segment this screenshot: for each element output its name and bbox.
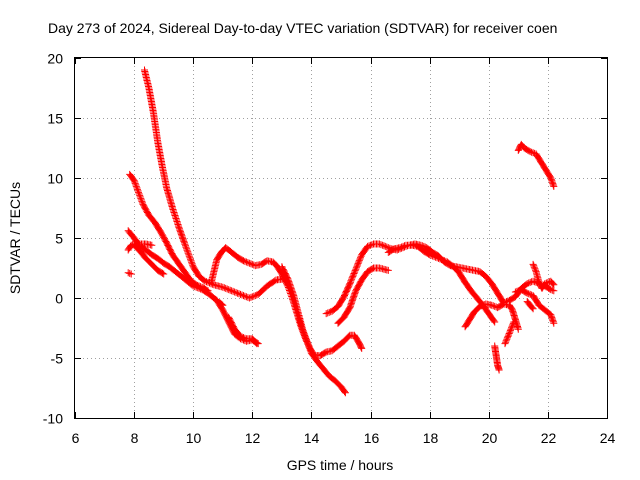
series-arc-j <box>216 299 227 309</box>
y-tick-label: 0 <box>55 291 63 307</box>
y-tick-label: 5 <box>55 231 63 247</box>
series-markers <box>501 318 518 348</box>
series-arc-p <box>501 318 518 348</box>
x-tick-label: 10 <box>186 430 202 446</box>
data-points <box>124 66 558 397</box>
series-arc-m <box>384 241 499 326</box>
series-markers <box>461 300 522 333</box>
series-arc-t <box>523 298 537 313</box>
series-arc-k <box>322 240 558 318</box>
series-arc-q <box>511 286 558 327</box>
series-arc-c <box>124 227 262 348</box>
x-tick-label: 8 <box>131 430 139 446</box>
series-markers <box>225 313 261 348</box>
y-tick-label: 15 <box>47 111 63 127</box>
y-tick-label: 10 <box>47 171 63 187</box>
series-arc-o <box>491 342 503 374</box>
series-markers <box>334 264 392 327</box>
x-tick-label: 16 <box>364 430 380 446</box>
series-markers <box>384 241 499 326</box>
series-arc-r <box>529 260 558 292</box>
series-markers <box>322 240 558 318</box>
y-tick-labels: -10 -5 0 5 10 15 20 <box>43 51 63 427</box>
series-markers <box>130 241 168 278</box>
series-markers <box>278 263 349 397</box>
series-markers <box>529 260 558 292</box>
series-markers <box>514 140 558 190</box>
x-axis-label: GPS time / hours <box>287 457 394 473</box>
y-axis-label: SDTVAR / TECUs <box>7 182 23 294</box>
series-arc-l <box>334 264 392 327</box>
x-tick-label: 24 <box>600 430 616 446</box>
x-tick-label: 22 <box>541 430 557 446</box>
series-markers <box>141 66 289 302</box>
series-arc-i <box>225 313 261 348</box>
x-tick-label: 18 <box>423 430 439 446</box>
series-markers <box>216 299 227 309</box>
axis-ticks <box>75 58 608 419</box>
y-tick-label: -5 <box>51 351 64 367</box>
series-markers <box>124 227 262 348</box>
series-arc-n <box>461 300 522 333</box>
x-tick-label: 6 <box>72 430 80 446</box>
series-markers <box>491 342 503 374</box>
y-tick-label: -10 <box>43 411 63 427</box>
x-tick-label: 20 <box>482 430 498 446</box>
series-arc-a <box>141 66 289 302</box>
series-arc-e <box>124 269 135 278</box>
chart-title: Day 273 of 2024, Sidereal Day-to-day VTE… <box>48 20 557 36</box>
x-tick-label: 12 <box>245 430 261 446</box>
series-markers <box>511 286 558 327</box>
series-markers <box>523 298 537 313</box>
series-arc-f <box>130 241 168 278</box>
series-markers <box>124 269 135 278</box>
plot-frame <box>74 57 608 419</box>
series-arc-h <box>278 263 349 397</box>
series-arc-s <box>514 140 558 190</box>
x-tick-labels: 6 8 10 12 14 16 18 20 22 24 <box>72 430 616 446</box>
x-tick-label: 14 <box>304 430 320 446</box>
y-tick-label: 20 <box>47 51 63 67</box>
